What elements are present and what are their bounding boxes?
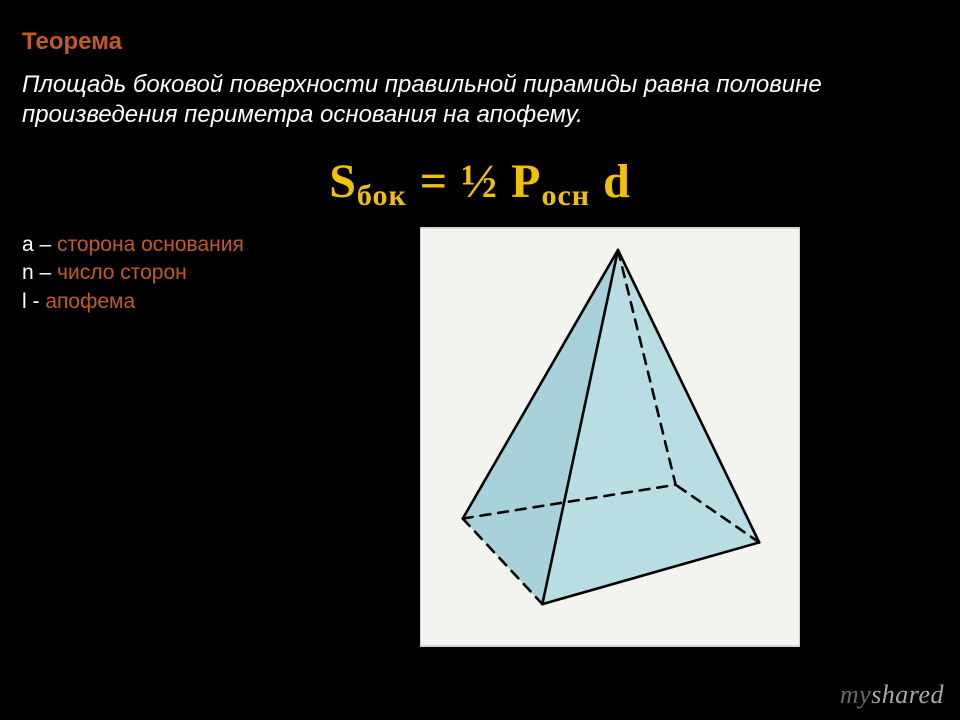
legend-desc: число сторон <box>57 261 187 284</box>
formula-d: d <box>590 155 631 208</box>
legend-item: а – сторона основания <box>22 231 282 259</box>
watermark: myshared <box>840 680 944 710</box>
formula-eq: = <box>407 155 461 208</box>
legend-item: n – число сторон <box>22 259 282 287</box>
formula-S: S <box>329 155 357 208</box>
formula: Sбок = ½ Pосн d <box>22 154 938 209</box>
legend-sep: – <box>34 233 57 256</box>
formula-S-sub: бок <box>357 179 407 212</box>
legend-item: l - апофема <box>22 288 282 316</box>
legend-symbol: а <box>22 233 34 256</box>
legend-symbol: n <box>22 261 34 284</box>
legend-desc: апофема <box>45 290 135 313</box>
content-row: а – сторона основания n – число сторон l… <box>22 227 938 647</box>
watermark-hl: shared <box>871 680 944 709</box>
formula-half: ½ <box>461 155 511 208</box>
formula-P: P <box>511 155 541 208</box>
formula-P-sub: осн <box>541 179 590 212</box>
legend-sep: – <box>34 261 57 284</box>
legend-desc: сторона основания <box>57 233 244 256</box>
slide: Теорема Площадь боковой поверхности прав… <box>0 0 960 720</box>
watermark-pre: my <box>840 680 871 709</box>
legend-sep: - <box>27 290 46 313</box>
pyramid-diagram <box>420 227 800 647</box>
theorem-title: Теорема <box>22 28 938 56</box>
theorem-statement: Площадь боковой поверхности правильной п… <box>22 70 938 130</box>
legend: а – сторона основания n – число сторон l… <box>22 231 282 316</box>
figure-wrap <box>282 227 938 647</box>
